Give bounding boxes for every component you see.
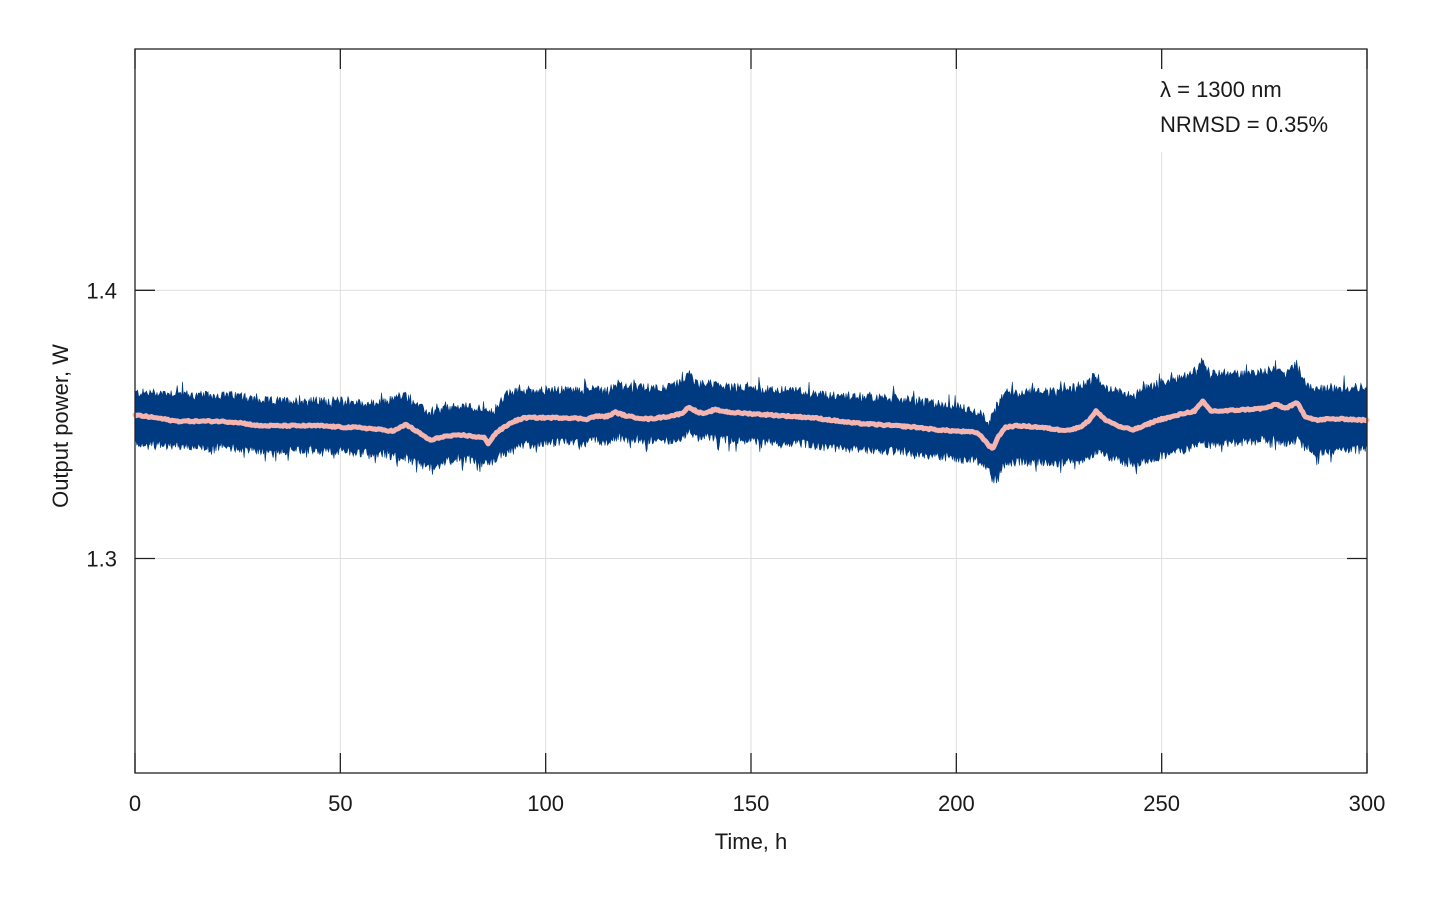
wavelength-annotation: λ = 1300 nm	[1160, 77, 1282, 102]
x-tick-labels: 0 50 100 150 200 250 300	[129, 791, 1385, 816]
x-tick-label: 300	[1349, 791, 1386, 816]
y-axis-label: Output power, W	[48, 344, 73, 508]
y-tick-label: 1.4	[86, 278, 117, 303]
annotation-background	[1150, 60, 1355, 152]
axes	[134, 48, 1368, 774]
x-tick-label: 0	[129, 791, 141, 816]
x-tick-label: 100	[527, 791, 564, 816]
smoothed-power-line	[132, 398, 1370, 451]
nrmsd-annotation: NRMSD = 0.35%	[1160, 112, 1328, 137]
x-tick-label: 200	[938, 791, 975, 816]
x-axis-label: Time, h	[715, 829, 788, 854]
x-tick-label: 250	[1143, 791, 1180, 816]
y-tick-label: 1.3	[86, 546, 117, 571]
x-tick-label: 50	[328, 791, 352, 816]
x-tick-label: 150	[733, 791, 770, 816]
y-tick-labels: 1.3 1.4	[86, 278, 117, 571]
